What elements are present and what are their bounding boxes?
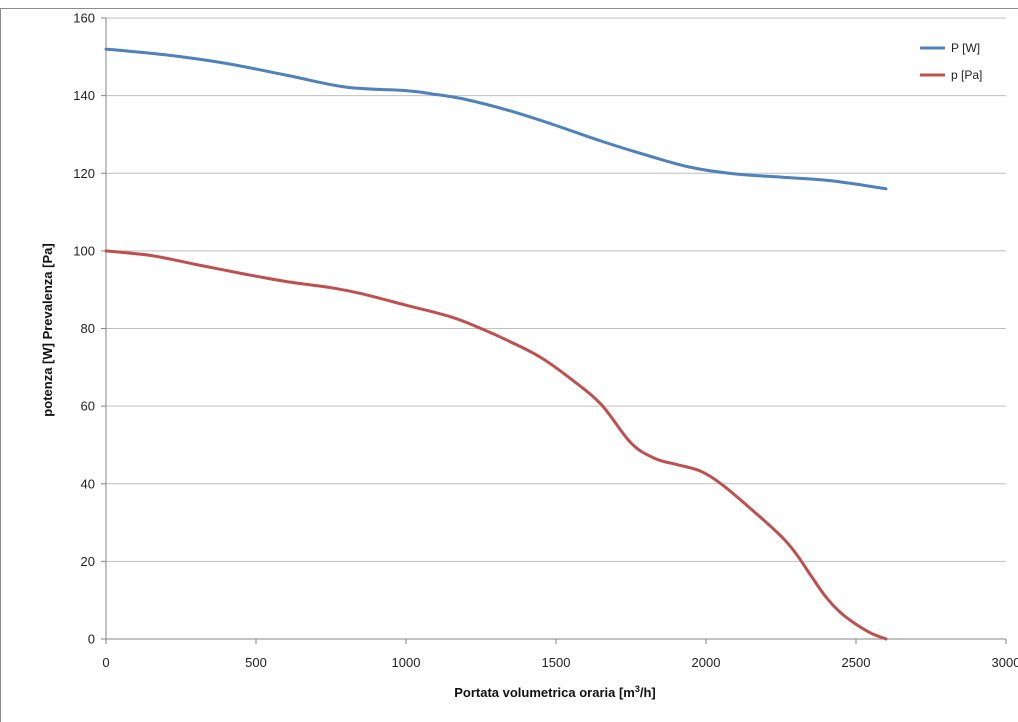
x-axis-label: Portata volumetrica oraria [m3/h]	[454, 684, 656, 700]
y-tick-label: 120	[73, 166, 95, 181]
x-axis-label-main: Portata volumetrica oraria [m	[454, 685, 635, 700]
x-tick-labels: 0 500 1000 1500 2000 2500 3000	[102, 655, 1018, 670]
y-tick-label: 140	[73, 88, 95, 103]
chart-frame	[0, 8, 1018, 722]
legend: P [W] p [Pa]	[920, 41, 982, 82]
legend-label-0: P [W]	[951, 41, 980, 55]
x-tick-label: 0	[102, 655, 109, 670]
y-tick-label: 0	[88, 632, 95, 647]
y-tick-labels: 0 20 40 60 80 100 120 140 160	[73, 11, 95, 647]
y-tick-label: 40	[81, 476, 95, 491]
legend-label-1: p [Pa]	[951, 68, 982, 82]
x-axis-label-tail: /h]	[640, 685, 656, 700]
x-tick-label: 500	[245, 655, 267, 670]
grid-lines	[106, 17, 1006, 562]
x-tick-label: 2000	[692, 655, 721, 670]
x-tick-label: 2500	[842, 655, 871, 670]
y-tick-label: 80	[81, 321, 95, 336]
axes	[101, 17, 1007, 644]
x-tick-label: 3000	[992, 655, 1018, 670]
series-line-0	[104, 47, 888, 191]
series-lines	[104, 47, 888, 641]
series-line-1	[104, 249, 888, 641]
y-axis-label: potenza [W] Prevalenza [Pa]	[40, 243, 55, 416]
x-tick-label: 1500	[542, 655, 571, 670]
x-tick-label: 1000	[392, 655, 421, 670]
x-axis-label-superscript: 3	[635, 684, 640, 694]
y-tick-label: 100	[73, 243, 95, 258]
y-tick-label: 20	[81, 554, 95, 569]
y-tick-label: 160	[73, 11, 95, 26]
y-tick-label: 60	[81, 399, 95, 414]
